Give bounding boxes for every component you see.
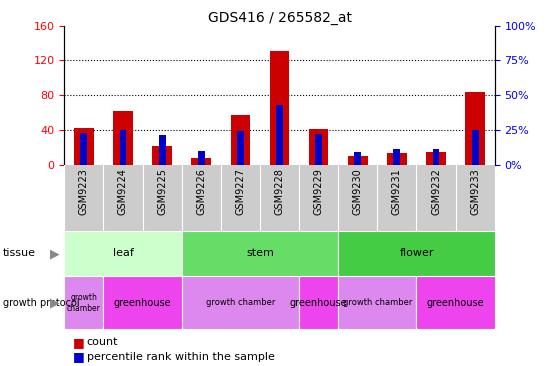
- Text: count: count: [87, 337, 118, 347]
- Text: GSM9225: GSM9225: [157, 168, 167, 215]
- Text: GSM9224: GSM9224: [118, 168, 128, 215]
- Bar: [338, 276, 416, 329]
- Bar: [348, 156, 368, 165]
- Bar: [120, 130, 126, 165]
- Text: greenhouse: greenhouse: [113, 298, 172, 308]
- Bar: [103, 276, 182, 329]
- Text: growth chamber: growth chamber: [343, 298, 412, 307]
- Text: growth chamber: growth chamber: [206, 298, 275, 307]
- Bar: [198, 151, 205, 165]
- Bar: [315, 134, 322, 165]
- Bar: [472, 130, 479, 165]
- Bar: [354, 152, 361, 165]
- Bar: [74, 128, 93, 165]
- Text: tissue: tissue: [3, 249, 36, 258]
- Text: leaf: leaf: [112, 249, 134, 258]
- Text: GSM9228: GSM9228: [274, 168, 285, 215]
- Bar: [152, 146, 172, 165]
- Bar: [338, 231, 495, 276]
- Text: ■: ■: [73, 350, 84, 363]
- Bar: [80, 133, 87, 165]
- Text: ■: ■: [73, 336, 84, 349]
- Text: stem: stem: [246, 249, 274, 258]
- Text: GSM9227: GSM9227: [235, 168, 245, 215]
- Bar: [433, 149, 439, 165]
- Bar: [64, 231, 182, 276]
- Bar: [416, 276, 495, 329]
- Text: greenhouse: greenhouse: [427, 298, 485, 308]
- Text: GSM9230: GSM9230: [353, 168, 363, 215]
- Bar: [270, 51, 290, 165]
- Text: GSM9233: GSM9233: [470, 168, 480, 215]
- Text: greenhouse: greenhouse: [290, 298, 348, 308]
- Bar: [231, 115, 250, 165]
- Text: GSM9226: GSM9226: [196, 168, 206, 215]
- Text: GSM9232: GSM9232: [431, 168, 441, 215]
- Bar: [309, 129, 329, 165]
- Text: flower: flower: [399, 249, 434, 258]
- Bar: [466, 92, 485, 165]
- Text: GSM9229: GSM9229: [314, 168, 324, 215]
- Bar: [159, 135, 165, 165]
- Text: percentile rank within the sample: percentile rank within the sample: [87, 352, 274, 362]
- Text: GSM9223: GSM9223: [79, 168, 89, 215]
- Text: ▶: ▶: [50, 247, 60, 260]
- Bar: [182, 231, 338, 276]
- Bar: [64, 276, 103, 329]
- Bar: [192, 158, 211, 165]
- Bar: [427, 152, 446, 165]
- Bar: [394, 149, 400, 165]
- Bar: [299, 276, 338, 329]
- Text: growth protocol: growth protocol: [3, 298, 79, 308]
- Bar: [113, 111, 133, 165]
- Bar: [387, 153, 407, 165]
- Text: ▶: ▶: [50, 296, 60, 309]
- Bar: [276, 105, 283, 165]
- Bar: [237, 131, 244, 165]
- Bar: [182, 276, 299, 329]
- Text: growth
chamber: growth chamber: [67, 293, 101, 313]
- Text: GDS416 / 265582_at: GDS416 / 265582_at: [207, 11, 352, 25]
- Text: GSM9231: GSM9231: [392, 168, 402, 215]
